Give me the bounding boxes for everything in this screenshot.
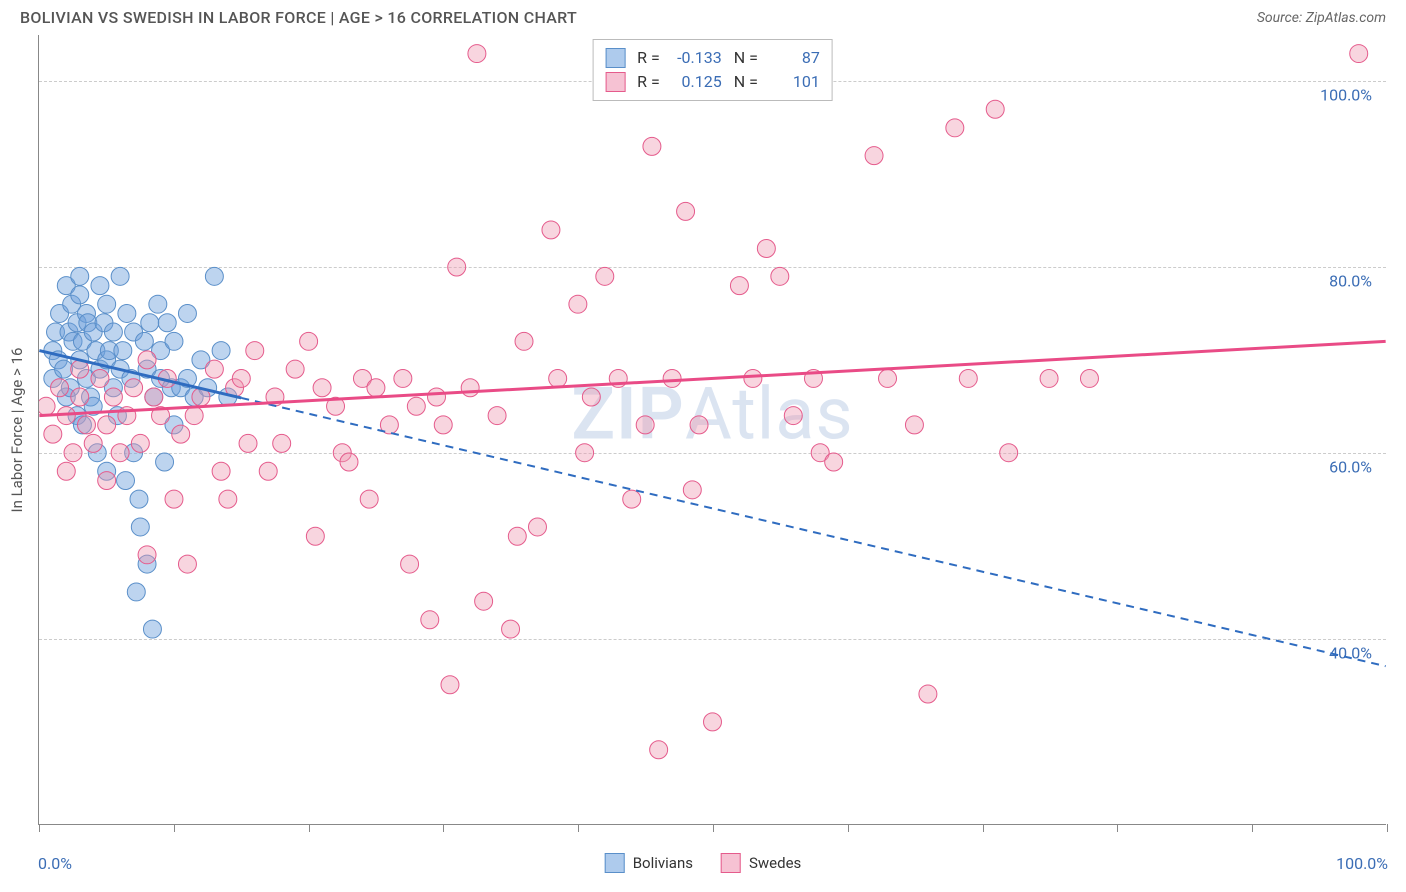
stats-row-bolivians: R = -0.133 N = 87 [605, 46, 820, 70]
gridline [39, 267, 1386, 268]
chart-container: In Labor Force | Age > 16 ZIPAtlas R = -… [0, 35, 1406, 881]
legend-label-bolivians: Bolivians [633, 854, 693, 872]
stats-row-swedes: R = 0.125 N = 101 [605, 70, 820, 94]
r-value-bolivians: -0.133 [670, 46, 722, 70]
swatch-bolivians [605, 48, 625, 68]
x-tick [713, 824, 714, 832]
y-axis-label: In Labor Force | Age > 16 [8, 348, 26, 513]
n-label: N = [734, 46, 758, 70]
gridline [39, 639, 1386, 640]
x-tick [1252, 824, 1253, 832]
y-tick-label: 40.0% [1329, 644, 1372, 663]
y-tick-label: 60.0% [1329, 458, 1372, 477]
x-tick [1117, 824, 1118, 832]
r-value-swedes: 0.125 [670, 70, 722, 94]
y-tick-label: 80.0% [1329, 272, 1372, 291]
legend-bottom: Bolivians Swedes [605, 853, 802, 873]
trend-lines [39, 35, 1386, 824]
gridline [39, 453, 1386, 454]
legend-swatch-swedes [721, 853, 741, 873]
r-label: R = [637, 46, 660, 70]
x-tick [39, 824, 40, 832]
stats-legend: R = -0.133 N = 87 R = 0.125 N = 101 [592, 39, 833, 101]
legend-item-swedes: Swedes [721, 853, 801, 873]
x-tick [174, 824, 175, 832]
x-tick [1387, 824, 1388, 832]
swatch-swedes [605, 72, 625, 92]
legend-item-bolivians: Bolivians [605, 853, 693, 873]
n-value-bolivians: 87 [768, 46, 820, 70]
x-tick [309, 824, 310, 832]
x-tick [848, 824, 849, 832]
x-tick [578, 824, 579, 832]
source-attribution: Source: ZipAtlas.com [1257, 10, 1386, 26]
legend-label-swedes: Swedes [749, 854, 801, 872]
r-label: R = [637, 70, 660, 94]
chart-title: BOLIVIAN VS SWEDISH IN LABOR FORCE | AGE… [20, 8, 577, 27]
x-tick [443, 824, 444, 832]
y-tick-label: 100.0% [1320, 86, 1372, 105]
x-axis-max-label: 100.0% [1336, 854, 1388, 873]
n-value-swedes: 101 [768, 70, 820, 94]
x-axis-min-label: 0.0% [38, 854, 72, 873]
n-label: N = [734, 70, 758, 94]
watermark: ZIPAtlas [571, 371, 853, 456]
scatter-points [39, 35, 1386, 824]
x-tick [983, 824, 984, 832]
legend-swatch-bolivians [605, 853, 625, 873]
plot-area: ZIPAtlas R = -0.133 N = 87 R = 0.125 N =… [38, 35, 1386, 825]
